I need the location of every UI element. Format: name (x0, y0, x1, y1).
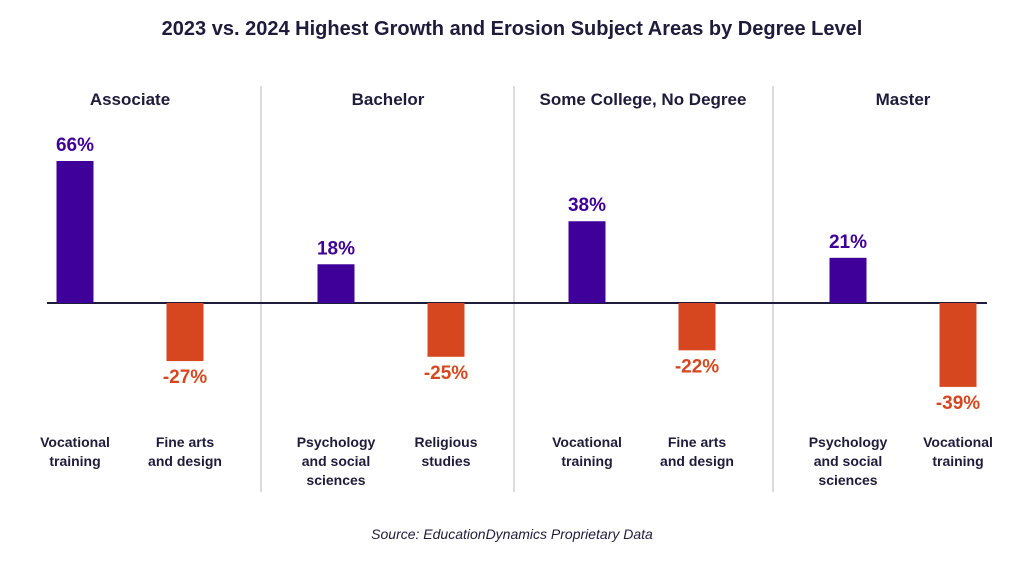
bar (678, 303, 716, 351)
category-label-line: Vocational (552, 434, 622, 450)
category-label-line: Fine arts (156, 434, 215, 450)
value-label: 66% (56, 135, 94, 156)
category-label: Fine arts and design (148, 434, 222, 469)
value-label: 21% (829, 232, 867, 253)
value-label: 18% (317, 238, 355, 259)
value-label: 38% (568, 195, 606, 216)
group-label: Associate (90, 90, 170, 109)
bar (939, 303, 977, 387)
category-label-line: training (932, 453, 983, 469)
category-label-line: and social (302, 453, 370, 469)
group-label: Some College, No Degree (540, 90, 747, 109)
category-label-line: Vocational (923, 434, 993, 450)
value-label: -25% (424, 363, 468, 384)
category-label: Vocational training (40, 434, 110, 469)
category-label-line: Vocational (40, 434, 110, 450)
source-note: Source: EducationDynamics Proprietary Da… (371, 526, 653, 542)
category-label-line: studies (421, 453, 470, 469)
bar (427, 303, 465, 357)
category-label-line: training (49, 453, 100, 469)
category-label-line: Religious (414, 434, 477, 450)
category-label-line: and social (814, 453, 882, 469)
category-label-line: sciences (306, 472, 365, 488)
group-label: Master (876, 90, 931, 109)
value-label: -39% (936, 393, 980, 414)
bar (829, 257, 867, 303)
category-label-line: and design (660, 453, 734, 469)
category-label: Psychology and social sciences (297, 434, 376, 488)
group-label: Bachelor (352, 90, 425, 109)
category-label: Vocational training (552, 434, 622, 469)
value-label: -22% (675, 356, 719, 377)
category-label: Vocational training (923, 434, 993, 469)
bar (166, 303, 204, 362)
value-label: -27% (163, 367, 207, 388)
category-label: Fine arts and design (660, 434, 734, 469)
category-label-line: sciences (818, 472, 877, 488)
bar (568, 221, 606, 303)
category-label-line: training (561, 453, 612, 469)
bar (317, 264, 355, 303)
chart-title: 2023 vs. 2024 Highest Growth and Erosion… (161, 18, 863, 40)
bar (56, 161, 94, 303)
category-label-line: Psychology (297, 434, 376, 450)
category-label-line: Psychology (809, 434, 888, 450)
category-label-line: Fine arts (668, 434, 727, 450)
category-label-line: and design (148, 453, 222, 469)
category-label: Psychology and social sciences (809, 434, 888, 488)
category-label: Religious studies (414, 434, 477, 469)
